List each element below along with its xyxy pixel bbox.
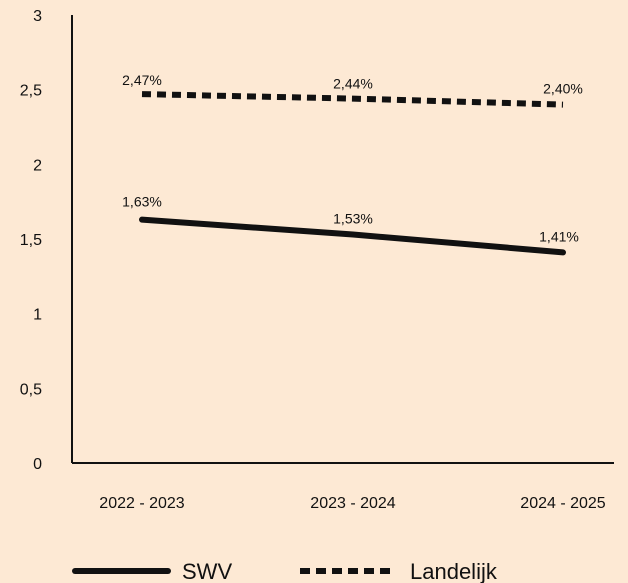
legend-label-swv: SWV: [182, 559, 232, 583]
data-label: 2,44%: [333, 76, 373, 92]
y-tick-label: 0,5: [20, 381, 42, 398]
series-layer: [139, 91, 566, 256]
axes: [71, 15, 614, 464]
y-tick-label: 1: [33, 307, 42, 324]
data-label: 1,41%: [539, 228, 579, 244]
legend-label-landelijk: Landelijk: [410, 559, 498, 583]
y-tick-label: 2: [33, 157, 42, 174]
y-tick-label: 2,5: [20, 83, 42, 100]
x-axis-ticks: 2022 - 2023 2023 - 2024 2024 - 2025: [99, 495, 606, 512]
data-label: 2,40%: [543, 81, 583, 97]
x-tick-label: 2023 - 2024: [310, 495, 396, 512]
series-line-landelijk: [141, 91, 564, 108]
y-tick-label: 1,5: [20, 232, 42, 249]
x-tick-label: 2022 - 2023: [99, 495, 185, 512]
data-label: 1,63%: [122, 194, 162, 210]
y-tick-label: 0: [33, 456, 42, 473]
data-label: 2,47%: [122, 72, 162, 88]
data-label: 1,53%: [333, 211, 373, 227]
legend: SWV Landelijk: [72, 559, 498, 583]
series-line-swv: [139, 216, 566, 256]
y-axis-ticks: 0 0,5 1 1,5 2 2,5 3: [20, 8, 42, 473]
x-tick-label: 2024 - 2025: [520, 495, 606, 512]
data-labels: 1,63% 1,53% 1,41% 2,47% 2,44% 2,40%: [122, 72, 583, 244]
y-tick-label: 3: [33, 8, 42, 25]
